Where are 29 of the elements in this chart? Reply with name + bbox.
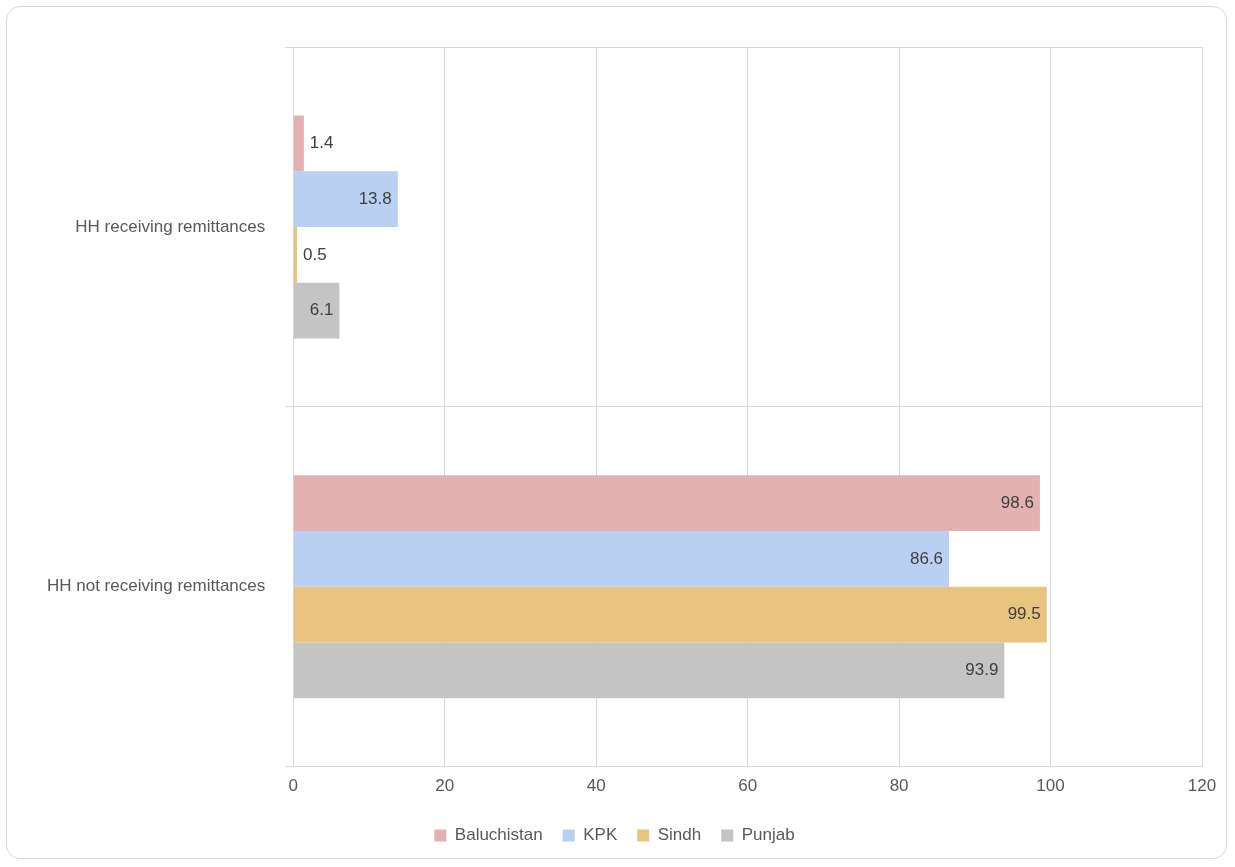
bar [293,282,340,339]
data-label: 86.6 [909,548,944,568]
data-label: 0.5 [303,244,327,264]
data-label: 99.5 [1007,604,1041,624]
bar [293,171,398,228]
y-tick-label: HH not receiving remittances [46,576,266,596]
bar [293,115,304,172]
bar [293,586,1047,643]
legend-label: Baluchistan [454,825,543,845]
x-tick-label: 60 [738,776,758,796]
x-tick-label: 40 [586,776,606,796]
x-tick-label: 20 [435,776,455,796]
legend-label: KPK [583,825,618,845]
data-label: 98.6 [1000,492,1034,512]
x-tick-label: 120 [1187,776,1217,796]
bar [293,642,1005,699]
bar [293,227,298,283]
bar [293,475,1040,531]
data-label: 6.1 [309,300,334,320]
legend-label: Sindh [657,825,702,845]
data-label: 13.8 [358,188,392,208]
data-label: 1.4 [309,133,334,153]
x-tick-label: 100 [1036,776,1065,796]
data-label: 93.9 [965,660,999,680]
x-tick-label: 0 [288,776,298,796]
legend-label: Punjab [741,825,795,845]
x-tick-label: 80 [889,776,909,796]
y-tick-label: HH receiving remittances [75,216,266,236]
bar [293,531,950,587]
